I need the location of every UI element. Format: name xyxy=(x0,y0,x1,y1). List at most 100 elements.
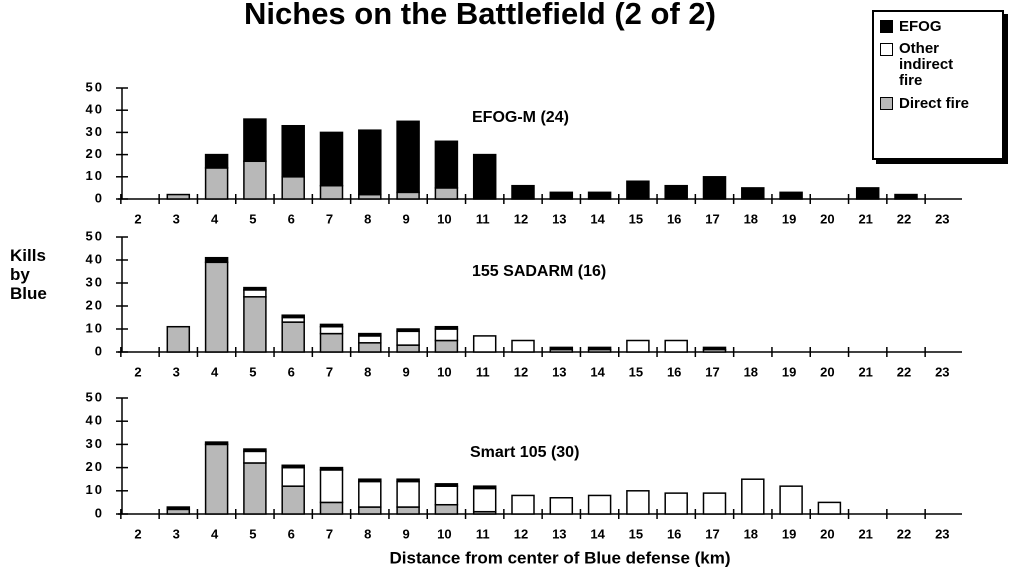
bar-segment xyxy=(434,339,459,353)
bar-segment xyxy=(702,492,727,515)
bar-segment xyxy=(358,335,382,344)
x-tick-label: 15 xyxy=(629,364,643,379)
x-tick-label: 18 xyxy=(744,364,758,379)
y-tick-label: 0 xyxy=(95,505,104,520)
y-tick-label: 40 xyxy=(86,413,104,428)
y-tick-label: 10 xyxy=(86,482,104,497)
x-tick-label: 11 xyxy=(476,526,490,541)
x-tick-label: 12 xyxy=(514,211,528,226)
x-tick-label: 22 xyxy=(897,526,911,541)
x-tick-label: 2 xyxy=(134,526,141,541)
bar-segment xyxy=(664,492,688,515)
x-tick-label: 23 xyxy=(935,211,949,226)
x-tick-label: 16 xyxy=(667,364,681,379)
bar-segment xyxy=(243,462,267,515)
x-tick-label: 10 xyxy=(437,364,451,379)
bar-segment xyxy=(319,332,344,353)
x-tick-label: 19 xyxy=(782,526,796,541)
bar-segment xyxy=(817,501,842,515)
bar-segment xyxy=(664,339,688,353)
x-tick-label: 11 xyxy=(476,211,490,226)
bar-segment xyxy=(472,335,497,353)
bar-segment xyxy=(166,325,191,353)
y-tick-label: 30 xyxy=(86,124,104,139)
bar-segment xyxy=(204,443,229,515)
y-tick-label: 50 xyxy=(86,79,104,94)
x-tick-label: 5 xyxy=(249,364,256,379)
x-tick-label: 22 xyxy=(897,364,911,379)
bar-segment xyxy=(434,328,459,342)
bar-segment xyxy=(587,191,612,200)
x-tick-label: 7 xyxy=(326,526,333,541)
bar-segment xyxy=(434,325,459,330)
y-tick-label: 40 xyxy=(86,102,104,117)
bar-segment xyxy=(741,478,765,515)
bar-segment xyxy=(779,485,803,515)
x-tick-label: 3 xyxy=(173,526,180,541)
bar-segment xyxy=(549,497,574,515)
x-tick-label: 13 xyxy=(552,364,566,379)
x-tick-label: 14 xyxy=(590,526,605,541)
bar-segment xyxy=(319,184,344,200)
x-tick-label: 7 xyxy=(326,364,333,379)
x-tick-label: 15 xyxy=(629,211,643,226)
bar-segment xyxy=(319,501,344,515)
legend-item: Other indirect fire xyxy=(880,41,996,89)
bar-segment xyxy=(358,506,382,515)
bar-segment xyxy=(281,485,305,515)
x-tick-label: 21 xyxy=(858,526,872,541)
annotation: Smart 105 (30) xyxy=(470,444,579,461)
bar-segment xyxy=(894,193,918,200)
x-tick-label: 17 xyxy=(705,364,719,379)
y-tick-label: 30 xyxy=(86,436,104,451)
bar-segment xyxy=(396,480,420,508)
bar-segment xyxy=(855,187,880,200)
bar-segment xyxy=(511,494,535,515)
bar-segment xyxy=(281,176,305,200)
chart-title: Niches on the Battlefield (2 of 2) xyxy=(244,0,716,31)
bar-segment xyxy=(319,466,344,471)
bar-segment xyxy=(204,261,229,353)
legend-swatch xyxy=(880,43,893,56)
bar-segment xyxy=(549,191,574,200)
bar-segment xyxy=(741,187,765,200)
x-tick-label: 12 xyxy=(514,364,528,379)
legend: EFOG Other indirect fire Direct fire xyxy=(872,10,1004,160)
x-tick-label: 10 xyxy=(437,526,451,541)
bar-segment xyxy=(434,503,459,515)
x-tick-label: 3 xyxy=(173,211,180,226)
legend-label: Direct fire xyxy=(899,95,970,112)
y-tick-label: 0 xyxy=(95,190,104,205)
x-tick-label: 22 xyxy=(897,211,911,226)
x-tick-label: 17 xyxy=(705,526,719,541)
bar-segment xyxy=(204,153,229,169)
bar-segment xyxy=(702,346,727,351)
y-tick-label: 20 xyxy=(86,297,104,312)
y-tick-label: 10 xyxy=(86,168,104,183)
bar-segment xyxy=(319,469,344,504)
bar-segment xyxy=(319,131,344,187)
bar-segment xyxy=(434,483,459,487)
y-tick-label: 20 xyxy=(86,459,104,474)
x-tick-label: 19 xyxy=(782,211,796,226)
x-tick-label: 14 xyxy=(590,364,605,379)
x-tick-label: 5 xyxy=(249,526,256,541)
legend-item: Direct fire xyxy=(880,95,996,112)
bar-segment xyxy=(358,342,382,353)
bar-segment xyxy=(243,118,267,163)
x-tick-label: 20 xyxy=(820,526,834,541)
legend-swatch xyxy=(880,20,893,33)
bar-segment xyxy=(587,346,612,351)
bar-segment xyxy=(472,485,497,490)
bar-segment xyxy=(243,450,267,464)
x-tick-label: 2 xyxy=(134,364,141,379)
bar-segment xyxy=(396,328,420,333)
x-tick-label: 7 xyxy=(326,211,333,226)
bar-segment xyxy=(358,332,382,337)
x-tick-label: 14 xyxy=(590,211,605,226)
x-tick-label: 20 xyxy=(820,211,834,226)
bar-segment xyxy=(281,321,305,353)
x-tick-label: 18 xyxy=(744,526,758,541)
